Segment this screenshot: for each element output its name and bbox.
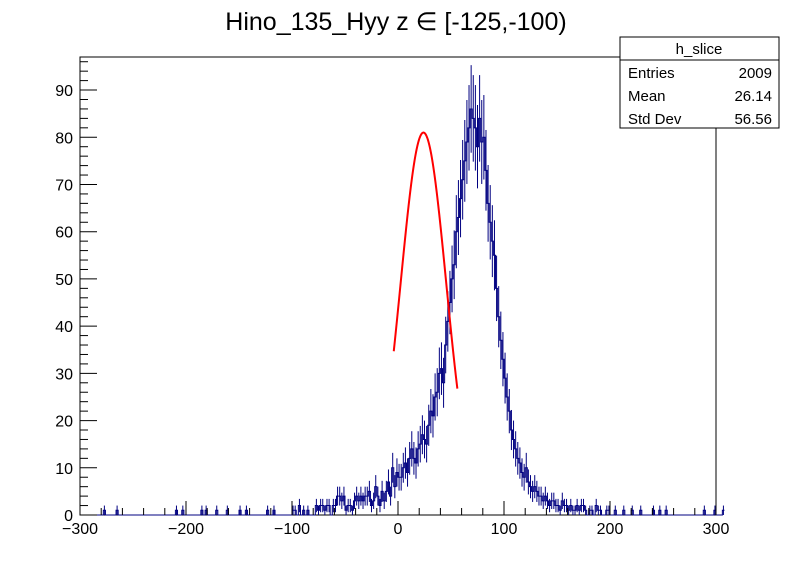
y-tick-label: 10 (55, 461, 73, 478)
x-tick-label: 300 (703, 521, 730, 538)
histogram-group (80, 65, 725, 516)
y-tick-label: 20 (55, 414, 73, 431)
x-tick-label: −100 (274, 521, 310, 538)
y-tick-label: 80 (55, 130, 73, 147)
stats-entries-label: Entries (628, 65, 675, 82)
chart-title: Hino_135_Hyy z ∈ [-125,-100) (225, 8, 566, 36)
x-tick-label: −200 (168, 521, 204, 538)
gaussian-fit-curve (392, 131, 459, 389)
fit-curve-group (392, 131, 459, 389)
stats-box: h_slice Entries 2009 Mean 26.14 Std Dev … (619, 36, 780, 129)
stats-box-frame (619, 36, 780, 129)
stats-entries-value: 2009 (739, 65, 772, 82)
y-axis: 0 10 20 30 40 50 60 70 80 90 (55, 61, 97, 525)
x-tick-label: 200 (597, 521, 624, 538)
x-tick-label: 100 (491, 521, 518, 538)
y-tick-label: 70 (55, 177, 73, 194)
y-tick-label: 0 (64, 508, 73, 525)
stats-stddev-label: Std Dev (628, 111, 682, 128)
y-tick-label: 50 (55, 272, 73, 289)
stats-mean-label: Mean (628, 88, 666, 105)
stats-mean-value: 26.14 (734, 88, 772, 105)
y-tick-label: 30 (55, 366, 73, 383)
stats-box-title: h_slice (676, 41, 723, 58)
y-tick-label: 90 (55, 83, 73, 100)
y-tick-label: 40 (55, 319, 73, 336)
x-tick-label: −300 (62, 521, 98, 538)
stats-stddev-value: 56.56 (734, 111, 772, 128)
histogram-outline (80, 108, 725, 516)
x-tick-label: 0 (394, 521, 403, 538)
x-axis: −300 −200 −100 0 100 200 300 (62, 501, 729, 538)
y-tick-label: 60 (55, 225, 73, 242)
